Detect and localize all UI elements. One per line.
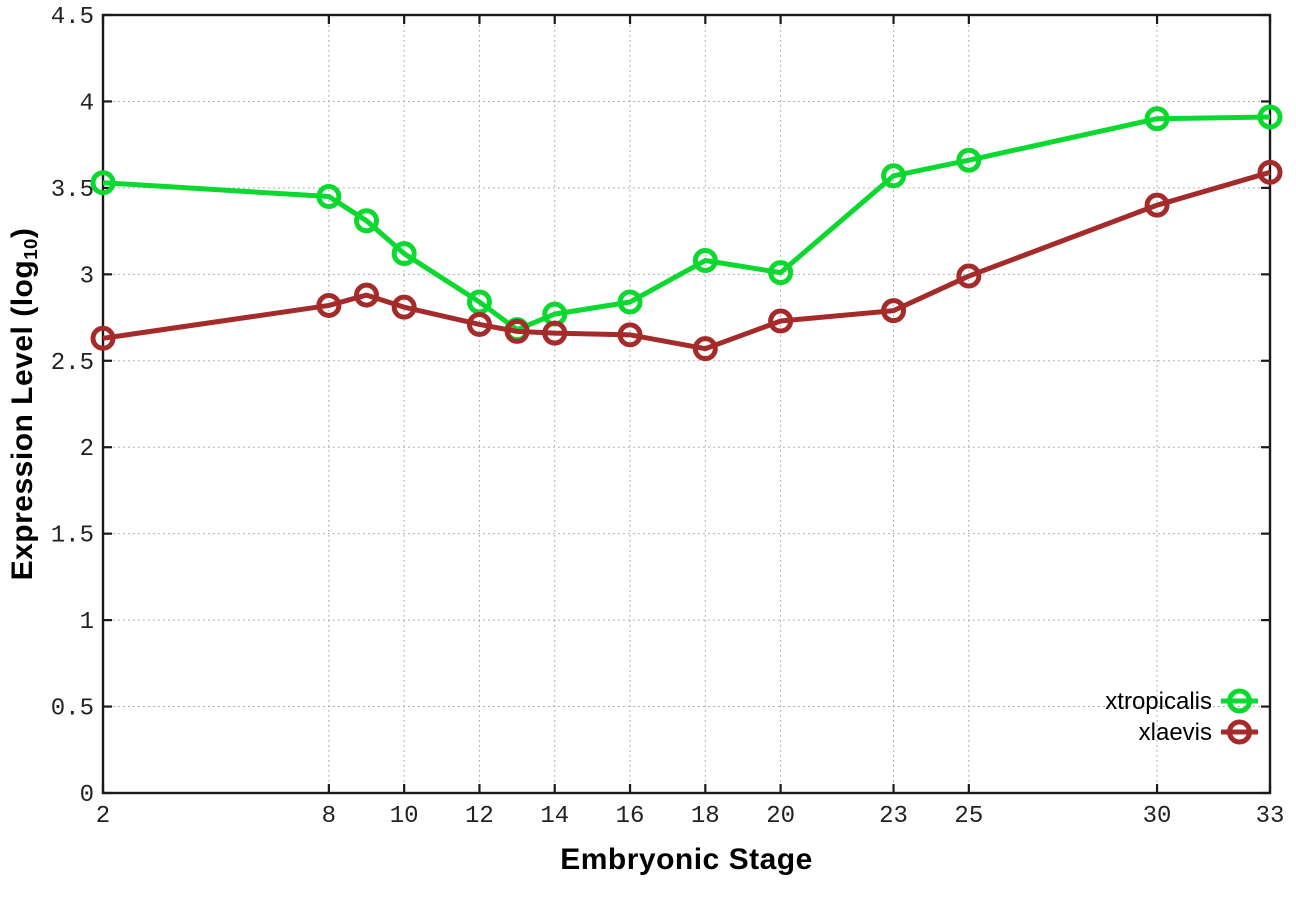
marker-xtropicalis (881, 163, 907, 189)
marker-xlaevis (504, 318, 530, 344)
y-tick-label: 4 (80, 90, 94, 117)
x-tick-label: 16 (616, 803, 645, 830)
x-tick-label: 12 (465, 803, 494, 830)
y-tick-label: 3 (80, 263, 94, 290)
y-axis-title-subscript: 10 (20, 238, 42, 260)
marker-xtropicalis (316, 184, 342, 210)
legend-label-xtropicalis: xtropicalis (1105, 688, 1212, 715)
y-tick-label: 0.5 (51, 696, 94, 723)
x-tick-label: 14 (540, 803, 569, 830)
marker-xlaevis (1144, 192, 1170, 218)
marker-xlaevis (466, 311, 492, 337)
legend-sample-marker-xlaevis (1227, 719, 1252, 745)
marker-xtropicalis (956, 147, 982, 173)
x-tick-label: 20 (766, 803, 795, 830)
marker-xtropicalis (90, 170, 116, 196)
marker-xtropicalis (354, 208, 380, 234)
marker-xlaevis (617, 322, 643, 348)
y-tick-label: 0 (80, 782, 94, 809)
x-tick-label: 10 (390, 803, 419, 830)
x-tick-label: 8 (322, 803, 336, 830)
legend-label-xlaevis: xlaevis (1139, 719, 1212, 746)
y-tick-label: 1.5 (51, 523, 94, 550)
x-tick-label: 33 (1256, 803, 1285, 830)
x-tick-label: 23 (879, 803, 908, 830)
x-tick-label: 30 (1143, 803, 1172, 830)
marker-xlaevis (542, 320, 568, 346)
x-tick-label: 18 (691, 803, 720, 830)
y-tick-label: 2 (80, 436, 94, 463)
y-tick-label: 2.5 (51, 350, 94, 377)
marker-xlaevis (316, 292, 342, 318)
plot-border (101, 13, 1272, 795)
y-tick-label: 4.5 (51, 4, 94, 31)
marker-xtropicalis (617, 289, 643, 315)
y-tick-label: 3.5 (51, 177, 94, 204)
marker-xlaevis (768, 308, 794, 334)
marker-xtropicalis (692, 248, 718, 274)
legend-sample-marker-xtropicalis (1227, 688, 1252, 714)
y-axis-title-text: Expression Level (log (5, 259, 39, 581)
x-tick-label: 2 (96, 803, 110, 830)
marker-xlaevis (692, 336, 718, 362)
marker-xlaevis (1257, 159, 1283, 185)
marker-xtropicalis (1144, 106, 1170, 132)
x-tick-label: 25 (954, 803, 983, 830)
x-axis-title: Embryonic Stage (560, 843, 813, 876)
y-axis-title: Expression Level (log10) (6, 228, 42, 581)
y-tick-label: 1 (80, 609, 94, 636)
marker-xlaevis (881, 298, 907, 324)
y-axis-title-close: ) (5, 227, 39, 239)
series-line-xtropicalis (102, 114, 1271, 333)
marker-xlaevis (354, 282, 380, 308)
marker-xlaevis (391, 294, 417, 320)
marker-xlaevis (90, 325, 116, 351)
marker-xtropicalis (391, 241, 417, 267)
series-line-xlaevis (102, 169, 1271, 352)
marker-xtropicalis (1257, 104, 1283, 130)
marker-xtropicalis (768, 260, 794, 286)
marker-xlaevis (956, 263, 982, 289)
